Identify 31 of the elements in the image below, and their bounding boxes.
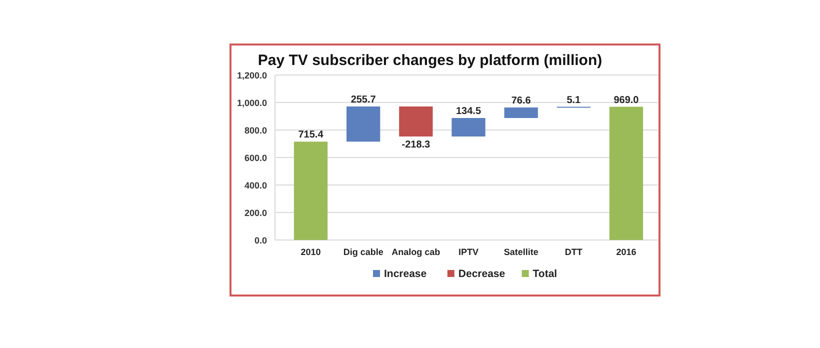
- x-tick-label: Satellite: [504, 247, 538, 257]
- bar: [504, 107, 538, 118]
- bar: [399, 106, 433, 136]
- y-tick-label: 200.0: [244, 208, 267, 218]
- y-tick-label: 0.0: [254, 236, 267, 246]
- data-label: 134.5: [456, 106, 482, 117]
- x-tick-label: 2010: [300, 247, 321, 257]
- data-label: -218.3: [402, 139, 431, 150]
- x-tick-label: IPTV: [458, 247, 479, 257]
- legend-label: Increase: [384, 268, 427, 280]
- data-label: 5.1: [566, 94, 582, 106]
- y-tick-label: 600.0: [244, 153, 267, 163]
- x-tick-label: Dig cable: [343, 247, 384, 257]
- legend-label: Total: [532, 268, 558, 280]
- bar: [609, 106, 644, 240]
- y-tick-label: 1,200.0: [236, 70, 267, 80]
- bar: [294, 142, 328, 240]
- chart-title: Pay TV subscriber changes by platform (million): [258, 52, 602, 69]
- legend-label: Decrease: [458, 268, 506, 280]
- data-label: 76.6: [511, 95, 532, 106]
- data-label: 969.0: [614, 94, 640, 106]
- data-label: 255.7: [350, 94, 376, 106]
- bar: [346, 106, 380, 142]
- bar: [452, 118, 486, 136]
- data-label: 715.4: [298, 130, 324, 141]
- y-tick-label: 1,000.0: [236, 98, 267, 108]
- y-tick-label: 400.0: [244, 180, 267, 190]
- x-tick-label: DTT: [564, 247, 583, 257]
- x-tick-label: 2016: [616, 247, 636, 257]
- x-tick-label: Analog cab: [392, 247, 441, 257]
- y-tick-label: 800.0: [244, 126, 267, 136]
